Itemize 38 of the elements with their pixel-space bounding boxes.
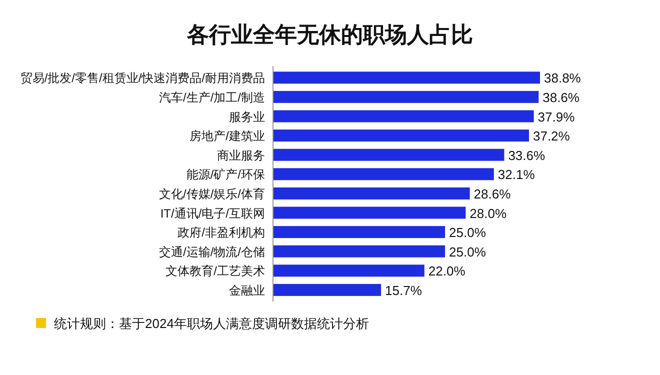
bar bbox=[273, 130, 529, 142]
data-label: 38.6% bbox=[542, 90, 580, 105]
text: 统计规则：基于2024年职场人满意度调研数据统计分析 bbox=[54, 316, 369, 331]
bar bbox=[273, 284, 382, 296]
bar bbox=[273, 187, 470, 200]
y-tick-label: 文体教育/工艺美术 bbox=[166, 264, 265, 278]
y-tick-label: 商业服务 bbox=[217, 148, 265, 162]
y-tick-label: IT/通讯/电子/互联网 bbox=[160, 206, 265, 220]
chart-title: 各行业全年无休的职场人占比 bbox=[186, 22, 473, 47]
data-label: 38.8% bbox=[544, 70, 582, 86]
y-tick-label: 服务业 bbox=[229, 110, 265, 124]
y-tick-label: 汽车/生产/加工/制造 bbox=[158, 90, 265, 104]
y-tick-label: 金融业 bbox=[229, 283, 265, 298]
bar bbox=[273, 90, 539, 103]
data-label: 33.6% bbox=[508, 148, 546, 163]
data-label: 22.0% bbox=[428, 264, 466, 279]
bar bbox=[273, 226, 446, 238]
bar bbox=[273, 168, 494, 180]
data-label: 28.6% bbox=[474, 186, 512, 202]
y-tick-label: 房地产/建筑业 bbox=[190, 129, 265, 144]
data-label: 15.7% bbox=[385, 282, 422, 298]
data-label: 32.1% bbox=[498, 167, 536, 182]
data-label: 37.9% bbox=[538, 109, 576, 124]
y-tick-label: 贸易/批发/零售/租赁业/快速消费品/耐用消费品 bbox=[20, 71, 265, 86]
y-tick-label: 文化/传媒/娱乐/体育 bbox=[158, 186, 265, 201]
bar bbox=[273, 264, 424, 277]
bar bbox=[273, 245, 446, 258]
data-label: 25.0% bbox=[449, 225, 486, 240]
bar bbox=[273, 148, 504, 161]
bar bbox=[273, 110, 534, 122]
y-tick-label: 政府/非盈利机构 bbox=[178, 226, 265, 240]
bar bbox=[273, 72, 540, 84]
bar bbox=[273, 206, 466, 219]
y-tick-label: 能源/矿产/环保 bbox=[186, 168, 265, 182]
data-label: 25.0% bbox=[449, 244, 486, 260]
data-label: 37.2% bbox=[532, 128, 570, 144]
y-tick-label: 交通/运输/物流/仓储 bbox=[158, 244, 265, 259]
data-label: 28.0% bbox=[470, 206, 507, 221]
